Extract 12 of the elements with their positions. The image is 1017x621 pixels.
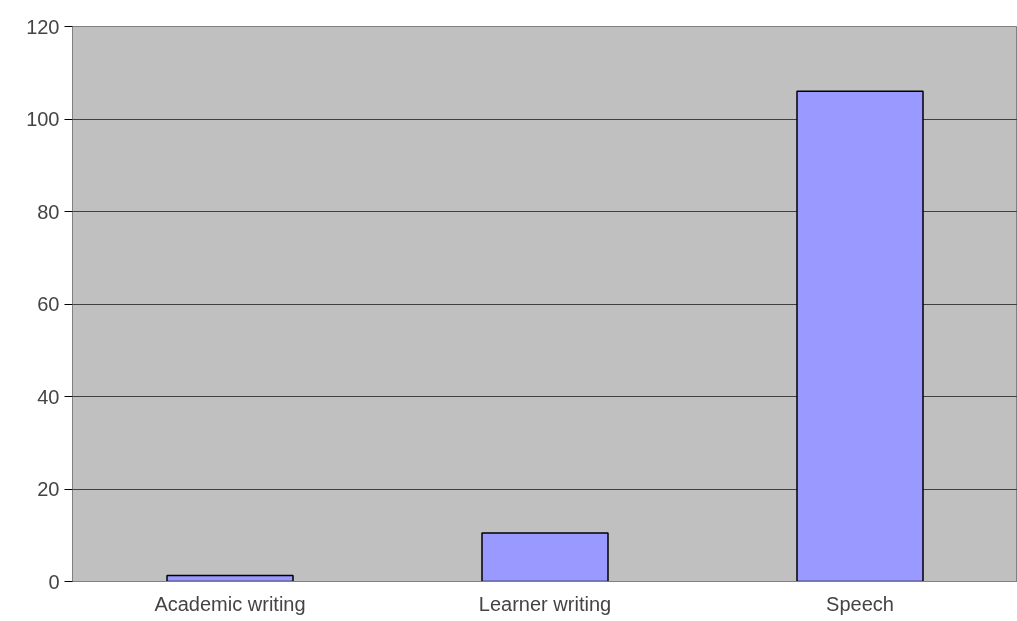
y-tick-label: 120 [26,15,60,38]
y-tick-label: 100 [26,108,60,130]
y-tick-label: 40 [37,385,60,408]
x-tick-label: Learner writing [478,592,612,615]
x-tick-label: Academic writing [154,592,306,615]
x-tick-label: Speech [826,592,894,615]
y-tick-label: 80 [37,200,60,223]
y-tick-label: 60 [37,293,60,315]
y-tick-label: 20 [37,478,60,500]
bar [796,90,924,582]
bar [481,532,609,582]
y-tick-label: 0 [48,570,60,593]
